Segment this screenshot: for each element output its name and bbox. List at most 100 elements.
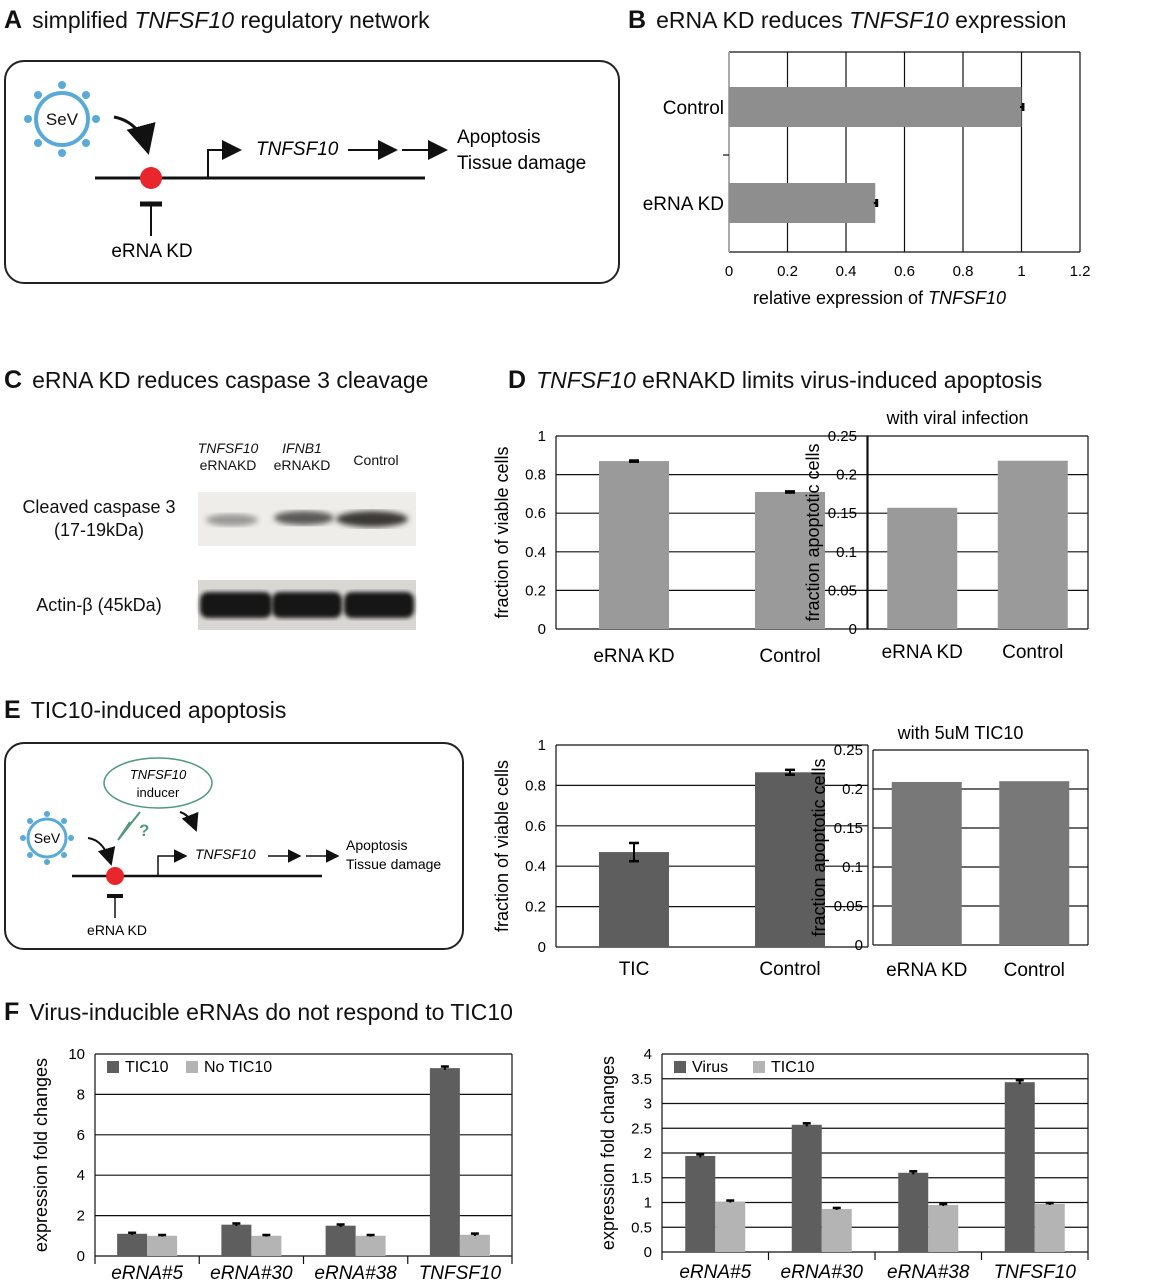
y-tick-label: 0 xyxy=(849,621,857,638)
y-tick-label: 0.25 xyxy=(828,428,857,445)
panel-d-title-post: eRNAKD limits virus-induced apoptosis xyxy=(635,367,1043,393)
y-tick-label: 0.05 xyxy=(834,898,863,915)
x-category-label: Control xyxy=(759,646,820,667)
y-tick-label: 0.1 xyxy=(842,859,863,876)
y-tick-label: 2.5 xyxy=(631,1120,652,1137)
chart-title: with viral infection xyxy=(885,408,1028,428)
x-category-label: eRNA KD xyxy=(886,960,967,981)
bar xyxy=(599,461,669,629)
y-tick-label: 1 xyxy=(538,737,546,754)
panel-c-letter: C xyxy=(4,366,23,394)
chart-title: with 5uM TIC10 xyxy=(897,723,1024,743)
y-tick-label: 0.4 xyxy=(525,858,546,875)
lane-1-gene: TNFSF10 xyxy=(197,440,259,456)
panel-b-title-post: expression xyxy=(948,7,1067,33)
y-tick-label: 2 xyxy=(77,1208,85,1225)
x-tick-label: 0.4 xyxy=(836,263,857,280)
x-tick-label: 0 xyxy=(725,263,733,280)
y-tick-label: 0.2 xyxy=(525,899,546,916)
y-tick-label: 0.6 xyxy=(525,505,546,522)
x-axis-label-gene: TNFSF10 xyxy=(928,288,1006,308)
x-category-label: eRNA#5 xyxy=(679,1262,751,1280)
band-actin-lane2 xyxy=(272,592,342,618)
band1-label: Cleaved caspase 3 (17-19kDa) xyxy=(4,496,194,541)
bar xyxy=(755,772,825,947)
x-tick-label: 1.2 xyxy=(1070,263,1091,280)
y-tick-label: 0 xyxy=(644,1244,652,1261)
panel-f-letter: F xyxy=(4,998,20,1026)
x-axis-label-text: relative expression of xyxy=(753,288,928,308)
bar xyxy=(891,781,962,945)
blot-membrane-bottom xyxy=(198,580,416,630)
legend-label: TIC10 xyxy=(771,1059,815,1076)
bar xyxy=(729,183,876,223)
legend-label: No TIC10 xyxy=(204,1059,272,1076)
y-tick-label: 1 xyxy=(538,428,546,445)
band1-name: Cleaved caspase 3 xyxy=(22,497,176,517)
y-tick-label: 0 xyxy=(855,937,863,954)
panel-f-title-text: Virus-inducible eRNAs do not respond to … xyxy=(29,999,513,1025)
y-tick-label: 0.05 xyxy=(828,582,857,599)
y-tick-label: 1 xyxy=(644,1195,652,1212)
panel-a-diagram-box xyxy=(4,60,620,284)
legend-swatch xyxy=(753,1061,765,1073)
y-tick-label: 0 xyxy=(538,939,546,956)
bar xyxy=(685,1155,716,1252)
panel-a-title-post: regulatory network xyxy=(234,7,430,33)
x-category-label: eRNA#30 xyxy=(210,1263,293,1280)
x-category-label: TIC xyxy=(619,959,650,980)
bar xyxy=(791,1124,822,1252)
panel-c-title-text: eRNA KD reduces caspase 3 cleavage xyxy=(32,367,429,393)
bar xyxy=(999,781,1070,945)
bar xyxy=(1004,1082,1035,1252)
y-tick-label: 0.6 xyxy=(525,818,546,835)
x-category-label: eRNA KD xyxy=(593,646,674,667)
y-tick-label: 0 xyxy=(77,1248,85,1265)
x-category-label: eRNA#38 xyxy=(887,1262,970,1280)
blot-membrane-top xyxy=(198,492,416,546)
x-category-label: Control xyxy=(1002,642,1063,663)
bar xyxy=(821,1208,852,1252)
y-tick-label: 10 xyxy=(68,1046,85,1063)
bar xyxy=(729,87,1022,127)
lane-head-3: Control xyxy=(336,452,416,469)
y-tick-label: 0.4 xyxy=(525,544,546,561)
panel-e-title: E TIC10-induced apoptosis xyxy=(4,698,286,723)
y-tick-label: 0.15 xyxy=(834,820,863,837)
panel-d-title: D TNFSF10 eRNAKD limits virus-induced apo… xyxy=(508,368,1042,393)
bar xyxy=(459,1234,490,1256)
lane-3-sub: Control xyxy=(353,452,399,468)
bar xyxy=(928,1204,959,1252)
panel-a-title-pre: simplified xyxy=(32,7,135,33)
band-actin-lane1 xyxy=(200,592,272,618)
x-tick-label: 0.2 xyxy=(777,263,798,280)
y-tick-label: 1.5 xyxy=(631,1170,652,1187)
y-tick-label: 0.8 xyxy=(525,777,546,794)
y-tick-label: 0 xyxy=(538,621,546,638)
y-tick-label: 6 xyxy=(77,1127,85,1144)
lane-head-1: TNFSF10 eRNAKD xyxy=(186,440,270,474)
bar xyxy=(429,1068,460,1256)
y-axis-label: fraction apoptotic cells xyxy=(803,443,823,621)
y-axis-label: fraction of viable cells xyxy=(492,760,512,932)
band2-label: Actin-β (45kDa) xyxy=(4,594,194,617)
legend-label: Virus xyxy=(692,1059,728,1076)
x-category-label: eRNA KD xyxy=(882,642,963,663)
lane-2-gene: IFNB1 xyxy=(282,440,322,456)
panel-f-title: F Virus-inducible eRNAs do not respond to… xyxy=(4,1000,513,1025)
bar xyxy=(755,491,825,629)
band-actin-lane3 xyxy=(344,592,414,618)
bar xyxy=(221,1224,252,1256)
bar xyxy=(997,460,1068,629)
y-axis-label: fraction apoptotic cells xyxy=(809,758,829,936)
x-axis-label: relative expression of TNFSF10 xyxy=(753,288,1006,308)
panel-d-letter: D xyxy=(508,366,527,394)
x-tick-label: 0.6 xyxy=(894,263,915,280)
band2-name: Actin-β (45kDa) xyxy=(36,595,162,615)
y-tick-label: 0.2 xyxy=(525,582,546,599)
bar xyxy=(1034,1203,1065,1252)
panel-e-diagram-box xyxy=(4,742,464,950)
y-category-label: eRNA KD xyxy=(643,194,724,215)
y-axis-label: expression fold changes xyxy=(31,1058,51,1252)
y-tick-label: 3.5 xyxy=(631,1071,652,1088)
